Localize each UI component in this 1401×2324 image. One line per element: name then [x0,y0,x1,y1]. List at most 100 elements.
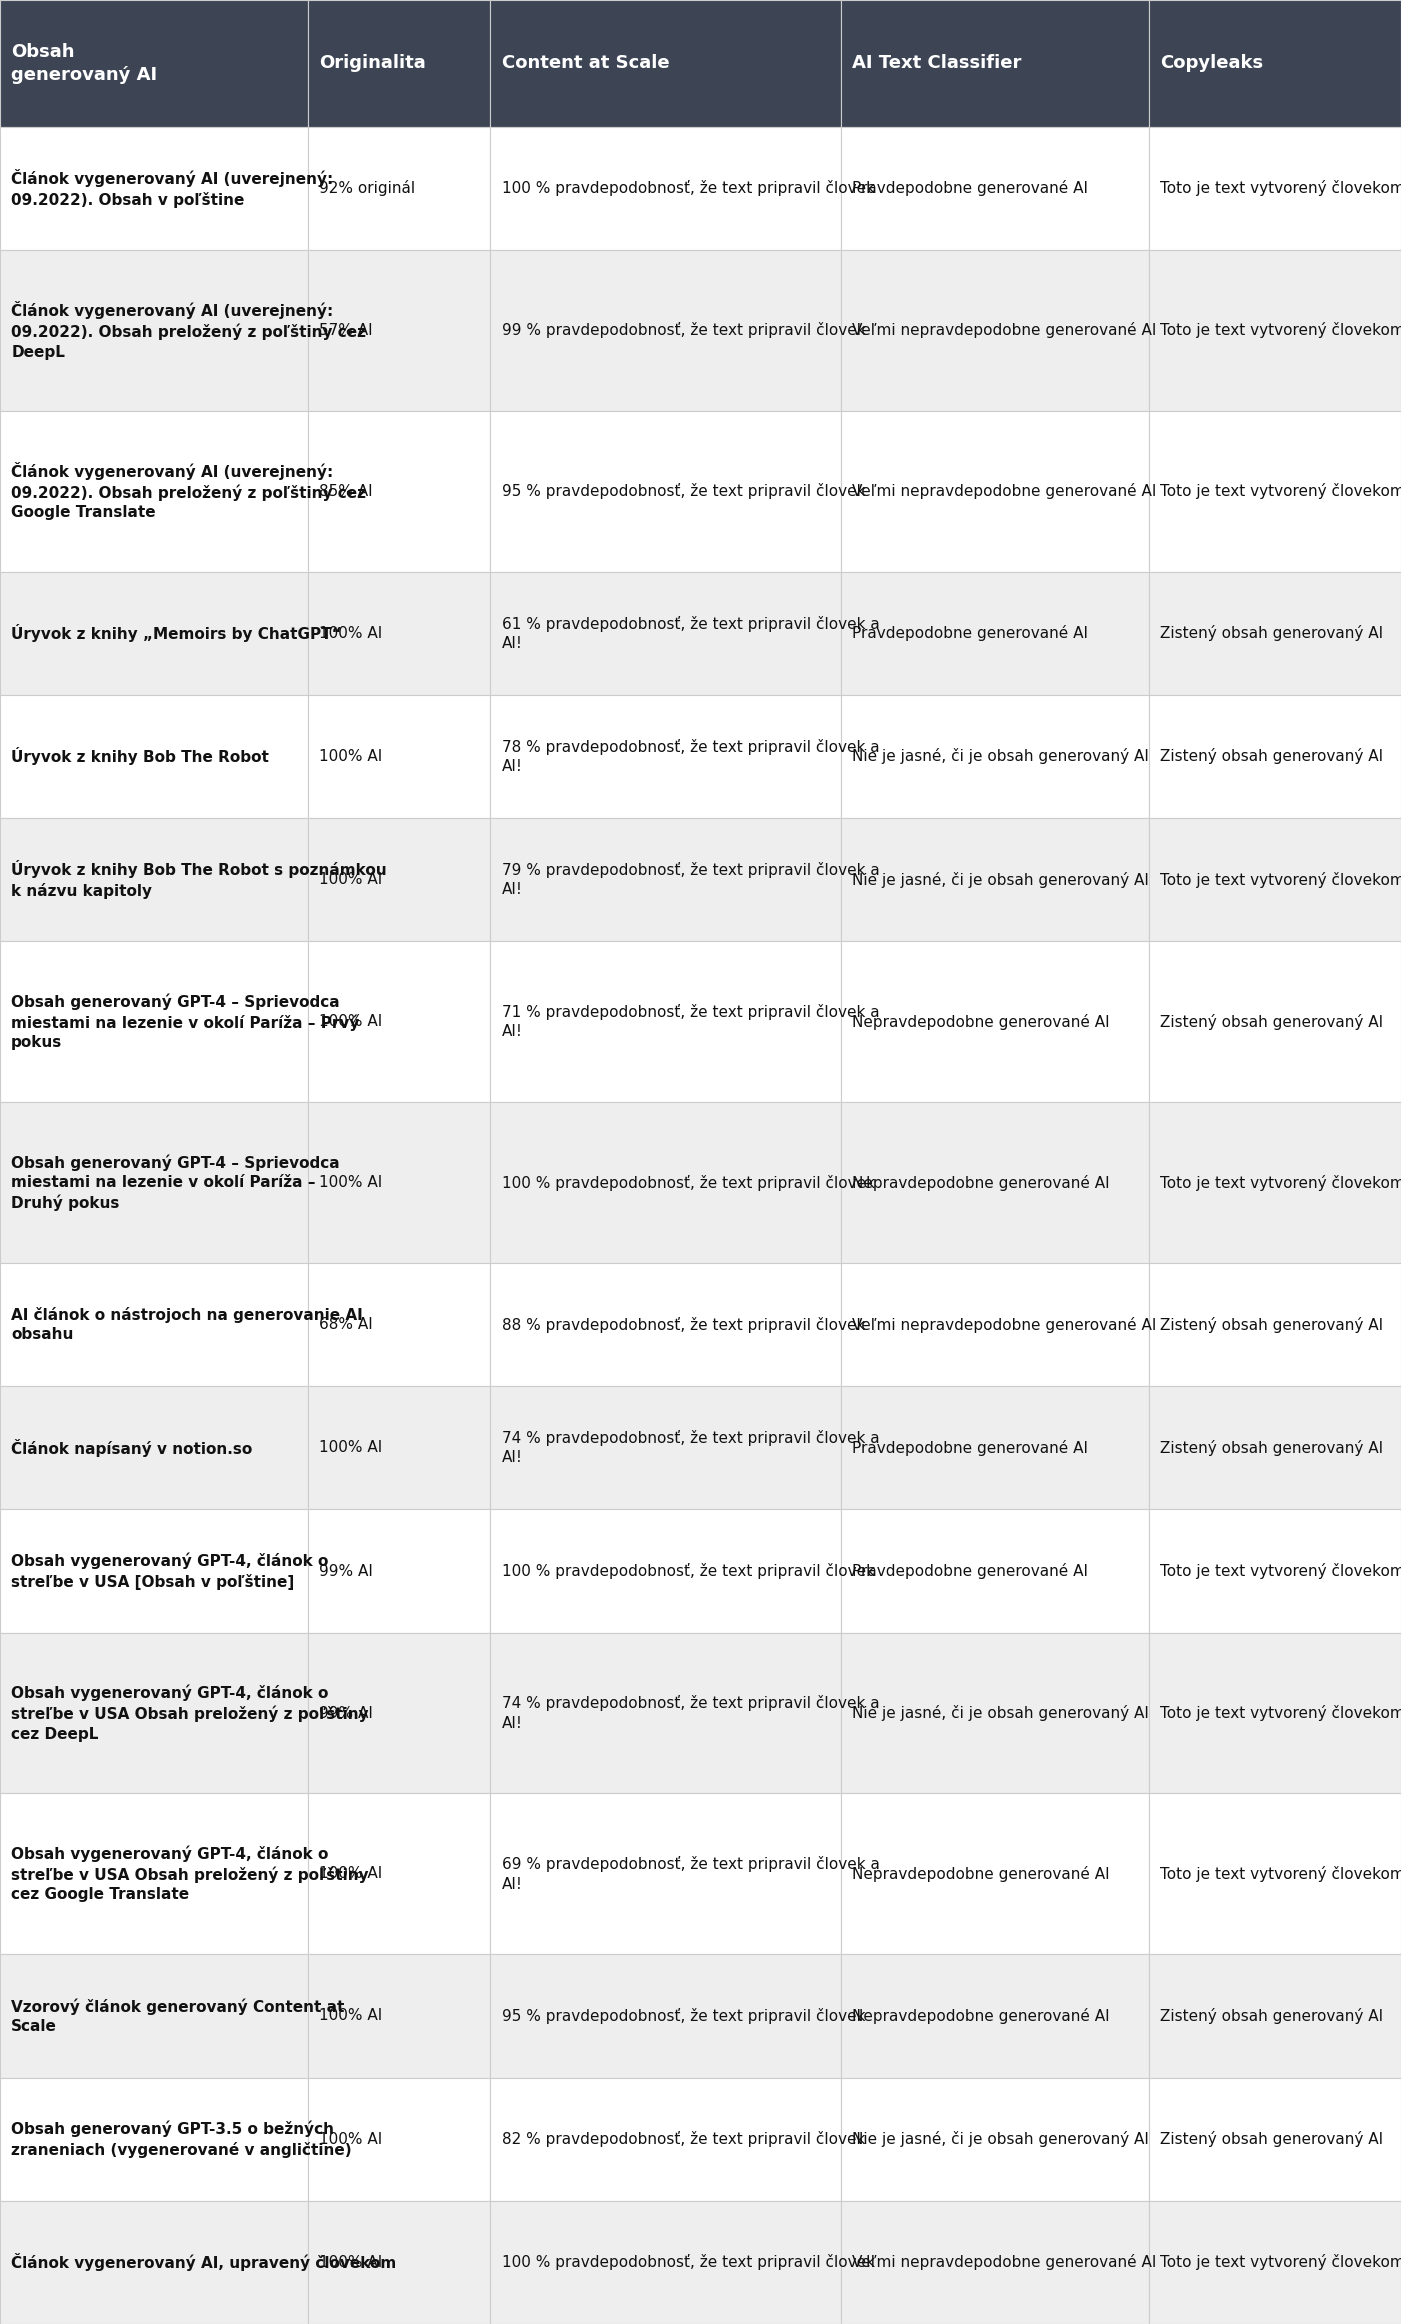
Bar [0,572,308,695]
Text: Toto je text vytvorený človekom: Toto je text vytvorený človekom [1160,872,1401,888]
Text: Nie je jasné, či je obsah generovaný AI: Nie je jasné, či je obsah generovaný AI [852,748,1149,765]
Bar [308,0,490,125]
Text: Toto je text vytvorený človekom: Toto je text vytvorený človekom [1160,1706,1401,1722]
Bar [1149,1102,1401,1262]
Text: Toto je text vytvorený človekom: Toto je text vytvorený človekom [1160,1564,1401,1578]
Bar [0,1634,308,1794]
Text: 99% AI: 99% AI [319,1564,373,1578]
Bar [841,2078,1149,2201]
Bar [0,1794,308,1954]
Bar [490,411,841,572]
Bar [841,125,1149,251]
Text: Nepravdepodobne generované AI: Nepravdepodobne generované AI [852,1866,1110,1882]
Text: 99% AI: 99% AI [319,1706,373,1720]
Bar [308,2078,490,2201]
Text: Nie je jasné, či je obsah generovaný AI: Nie je jasné, či je obsah generovaný AI [852,1706,1149,1722]
Bar [490,1262,841,1385]
Bar [490,572,841,695]
Text: 57% AI: 57% AI [319,323,373,337]
Text: Copyleaks: Copyleaks [1160,53,1264,72]
Bar [1149,1262,1401,1385]
Text: Obsah vygenerovaný GPT-4, článok o
streľbe v USA Obsah preložený z poľštiny
cez : Obsah vygenerovaný GPT-4, článok o streľ… [11,1845,368,1903]
Text: Článok vygenerovaný AI (uverejnený:
09.2022). Obsah v poľštine: Článok vygenerovaný AI (uverejnený: 09.2… [11,170,333,207]
Bar [0,0,308,125]
Bar [308,1508,490,1634]
Text: 74 % pravdepodobnosť, že text pripravil človek a
AI!: 74 % pravdepodobnosť, že text pripravil … [502,1429,880,1466]
Text: Úryvok z knihy Bob The Robot: Úryvok z knihy Bob The Robot [11,748,269,765]
Bar [0,818,308,941]
Text: 95 % pravdepodobnosť, že text pripravil človek: 95 % pravdepodobnosť, že text pripravil … [502,483,864,500]
Text: Toto je text vytvorený človekom: Toto je text vytvorený človekom [1160,2254,1401,2271]
Text: 92% originál: 92% originál [319,181,416,195]
Text: 100 % pravdepodobnosť, že text pripravil človek: 100 % pravdepodobnosť, že text pripravil… [502,181,874,195]
Text: 78 % pravdepodobnosť, že text pripravil človek a
AI!: 78 % pravdepodobnosť, že text pripravil … [502,739,880,774]
Text: 71 % pravdepodobnosť, že text pripravil človek a
AI!: 71 % pravdepodobnosť, že text pripravil … [502,1004,880,1039]
Text: AI Text Classifier: AI Text Classifier [852,53,1021,72]
Text: Veľmi nepravdepodobne generované AI: Veľmi nepravdepodobne generované AI [852,2254,1156,2271]
Bar [308,1954,490,2078]
Bar [308,695,490,818]
Text: Zistený obsah generovaný AI: Zistený obsah generovaný AI [1160,1318,1383,1332]
Bar [0,1262,308,1385]
Text: 95 % pravdepodobnosť, že text pripravil človek: 95 % pravdepodobnosť, že text pripravil … [502,2008,864,2024]
Text: 99 % pravdepodobnosť, že text pripravil človek: 99 % pravdepodobnosť, že text pripravil … [502,323,866,339]
Text: 68% AI: 68% AI [319,1318,373,1332]
Bar [841,1794,1149,1954]
Text: 74 % pravdepodobnosť, že text pripravil človek a
AI!: 74 % pravdepodobnosť, že text pripravil … [502,1697,880,1731]
Text: Článok napísaný v notion.so: Článok napísaný v notion.so [11,1439,252,1457]
Bar [0,411,308,572]
Text: Toto je text vytvorený človekom: Toto je text vytvorený človekom [1160,323,1401,339]
Text: Obsah vygenerovaný GPT-4, článok o
streľbe v USA [Obsah v poľštine]: Obsah vygenerovaný GPT-4, článok o streľ… [11,1552,329,1590]
Bar [841,251,1149,411]
Bar [308,1102,490,1262]
Text: Vzorový článok generovaný Content at
Scale: Vzorový článok generovaný Content at Sca… [11,1999,345,2034]
Text: Obsah generovaný GPT-4 – Sprievodca
miestami na lezenie v okolí Paríža –
Druhý p: Obsah generovaný GPT-4 – Sprievodca mies… [11,1155,340,1211]
Bar [1149,695,1401,818]
Bar [490,1634,841,1794]
Text: 100% AI: 100% AI [319,1176,382,1190]
Bar [0,1102,308,1262]
Text: Úryvok z knihy „Memoirs by ChatGPT“: Úryvok z knihy „Memoirs by ChatGPT“ [11,625,342,641]
Bar [1149,411,1401,572]
Text: Pravdepodobne generované AI: Pravdepodobne generované AI [852,625,1087,641]
Text: Úryvok z knihy Bob The Robot s poznámkou
k názvu kapitoly: Úryvok z knihy Bob The Robot s poznámkou… [11,860,387,899]
Text: Veľmi nepravdepodobne generované AI: Veľmi nepravdepodobne generované AI [852,483,1156,500]
Text: Zistený obsah generovaný AI: Zistený obsah generovaný AI [1160,1013,1383,1030]
Text: Pravdepodobne generované AI: Pravdepodobne generované AI [852,1564,1087,1578]
Bar [0,2078,308,2201]
Text: Zistený obsah generovaný AI: Zistený obsah generovaný AI [1160,625,1383,641]
Bar [841,1262,1149,1385]
Bar [490,1954,841,2078]
Bar [841,572,1149,695]
Bar [841,695,1149,818]
Bar [308,572,490,695]
Bar [308,251,490,411]
Text: Content at Scale: Content at Scale [502,53,670,72]
Text: 88 % pravdepodobnosť, že text pripravil človek: 88 % pravdepodobnosť, že text pripravil … [502,1318,864,1332]
Text: 100% AI: 100% AI [319,1866,382,1882]
Text: 100% AI: 100% AI [319,872,382,888]
Bar [308,1634,490,1794]
Bar [1149,0,1401,125]
Text: 69 % pravdepodobnosť, že text pripravil človek a
AI!: 69 % pravdepodobnosť, že text pripravil … [502,1857,880,1892]
Text: 100% AI: 100% AI [319,2008,382,2024]
Bar [1149,125,1401,251]
Text: Obsah
generovaný AI: Obsah generovaný AI [11,42,157,84]
Bar [308,411,490,572]
Text: Veľmi nepravdepodobne generované AI: Veľmi nepravdepodobne generované AI [852,323,1156,339]
Bar [1149,1634,1401,1794]
Bar [841,1954,1149,2078]
Bar [490,2201,841,2324]
Text: Obsah vygenerovaný GPT-4, článok o
streľbe v USA Obsah preložený z poľštiny
cez : Obsah vygenerovaný GPT-4, článok o streľ… [11,1685,368,1741]
Bar [490,695,841,818]
Text: Toto je text vytvorený človekom: Toto je text vytvorený človekom [1160,1866,1401,1882]
Bar [1149,572,1401,695]
Text: Toto je text vytvorený človekom: Toto je text vytvorený človekom [1160,1174,1401,1190]
Text: Zistený obsah generovaný AI: Zistený obsah generovaný AI [1160,2131,1383,2147]
Text: 100% AI: 100% AI [319,748,382,765]
Text: 100 % pravdepodobnosť, že text pripravil človek: 100 % pravdepodobnosť, že text pripravil… [502,1174,874,1190]
Text: 79 % pravdepodobnosť, že text pripravil človek a
AI!: 79 % pravdepodobnosť, že text pripravil … [502,862,880,897]
Text: Nepravdepodobne generované AI: Nepravdepodobne generované AI [852,1174,1110,1190]
Bar [1149,941,1401,1102]
Bar [308,1262,490,1385]
